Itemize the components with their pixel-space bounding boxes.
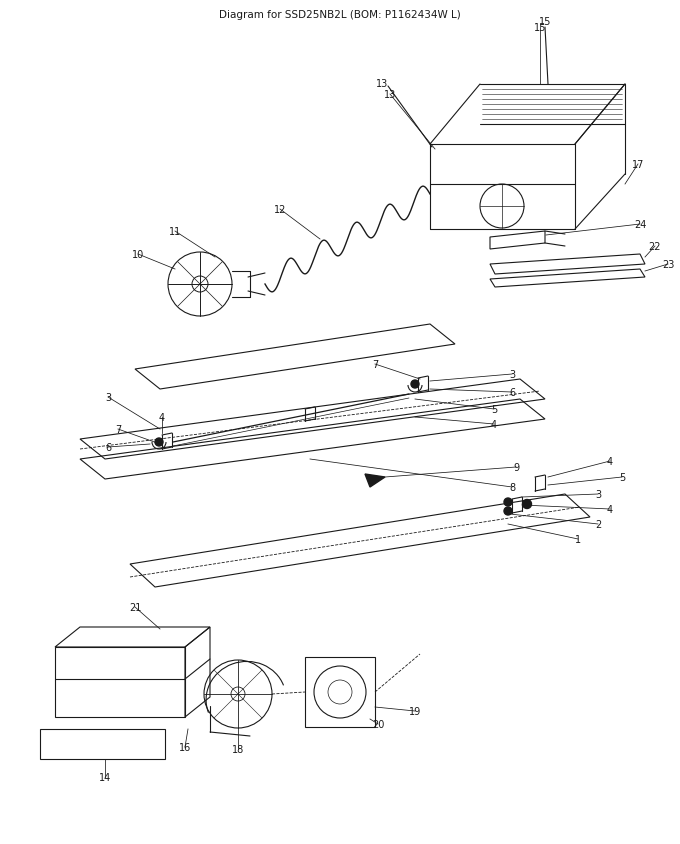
Text: 14: 14 [99,772,111,782]
Text: 9: 9 [513,463,519,473]
Text: 3: 3 [509,370,515,380]
Text: 5: 5 [619,473,625,483]
Text: 15: 15 [534,23,546,33]
Circle shape [504,507,512,516]
Text: 22: 22 [649,241,661,252]
Text: 5: 5 [491,404,497,414]
Text: 15: 15 [539,17,551,27]
Text: 19: 19 [409,706,421,717]
Circle shape [522,500,532,509]
Text: 11: 11 [169,227,181,236]
Text: 1: 1 [575,534,581,544]
Text: 13: 13 [376,78,388,89]
Text: 21: 21 [129,603,141,612]
Text: 3: 3 [595,490,601,500]
Text: 4: 4 [607,505,613,514]
Text: 4: 4 [159,413,165,423]
Circle shape [155,439,163,446]
Text: 7: 7 [372,360,378,370]
Text: 3: 3 [105,392,111,403]
Text: Diagram for SSD25NB2L (BOM: P1162434W L): Diagram for SSD25NB2L (BOM: P1162434W L) [219,10,461,20]
Text: 24: 24 [634,219,646,230]
Text: 7: 7 [115,425,121,435]
Text: 23: 23 [662,260,674,270]
Text: 10: 10 [132,250,144,260]
Text: 2: 2 [595,519,601,529]
Text: 8: 8 [509,483,515,492]
Text: 12: 12 [274,205,286,214]
Text: 4: 4 [491,419,497,430]
Text: 13: 13 [384,90,396,100]
Text: 6: 6 [105,442,111,452]
Text: 17: 17 [632,160,644,170]
Text: 18: 18 [232,744,244,754]
Circle shape [411,381,419,388]
Text: 4: 4 [607,457,613,467]
Text: 6: 6 [509,387,515,398]
Text: 20: 20 [372,719,384,729]
Circle shape [504,499,512,506]
Text: 16: 16 [179,742,191,752]
Polygon shape [365,474,385,488]
